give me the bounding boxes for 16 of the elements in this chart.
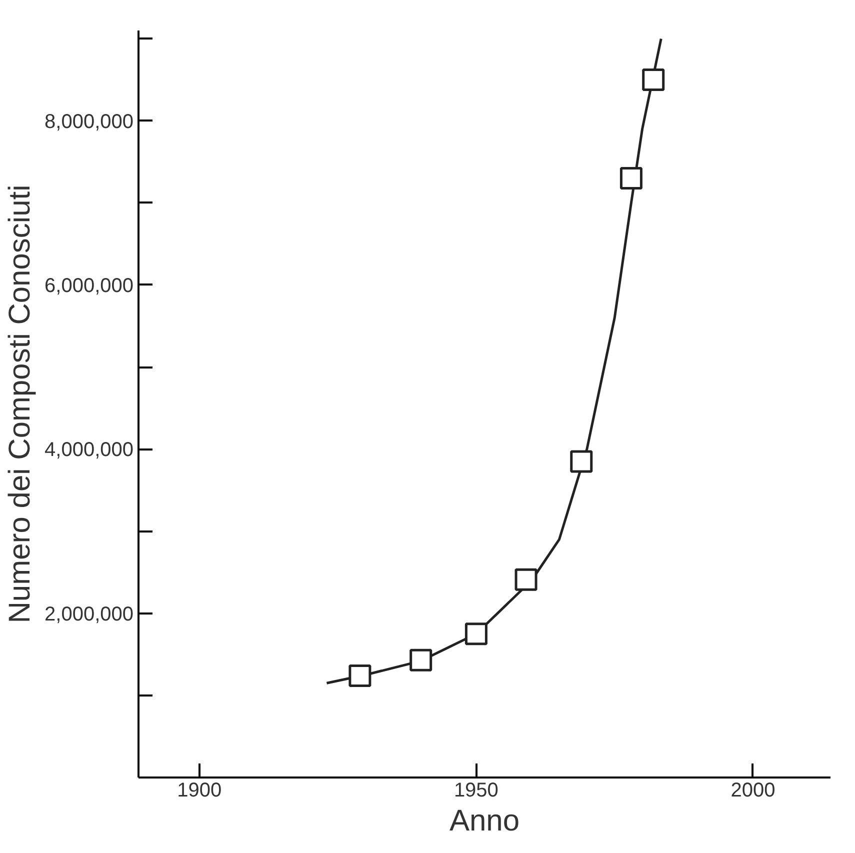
point — [620, 167, 642, 190]
y-axis-title: Numero dei Composti Conosciuti — [4, 184, 37, 624]
x-tick-label: 1950 — [454, 780, 498, 802]
y-tick-label: 4,000,000 — [44, 439, 134, 462]
x-tick-label: 2000 — [730, 780, 776, 802]
point — [348, 664, 372, 687]
point — [642, 68, 665, 92]
x-tick-label: 1900 — [177, 780, 222, 802]
point — [464, 622, 488, 646]
point — [410, 648, 432, 672]
point — [570, 450, 593, 473]
y-tick-label: 2,000,000 — [44, 603, 134, 626]
y-tick-label: 6,000,000 — [44, 274, 134, 297]
y-tick-label: 8,000,000 — [44, 110, 134, 133]
point — [514, 568, 538, 591]
x-axis-title: Anno — [449, 804, 520, 838]
